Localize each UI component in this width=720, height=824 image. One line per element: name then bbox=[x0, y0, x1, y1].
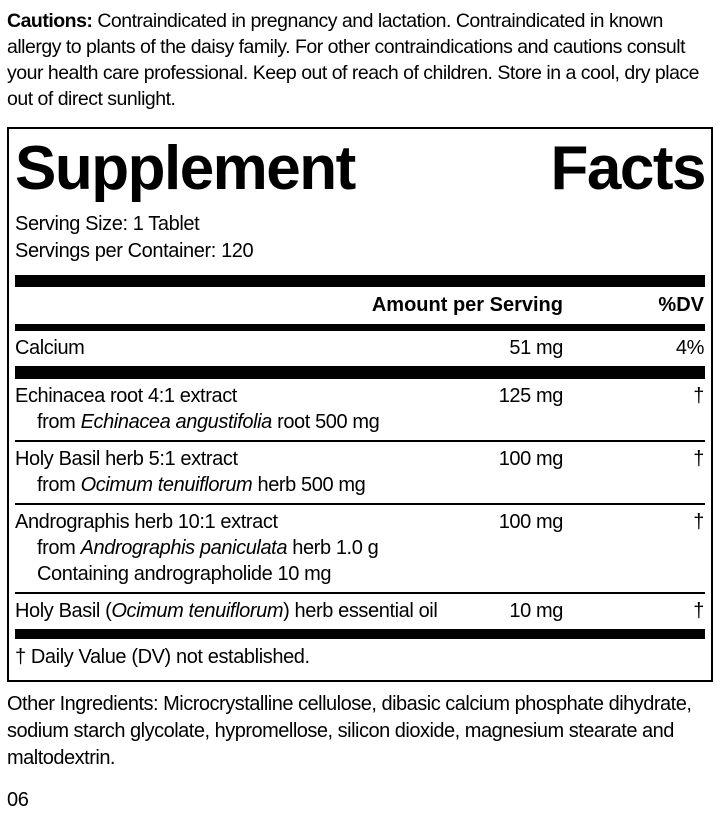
cautions-label: Cautions: bbox=[7, 10, 93, 32]
ingredient-amount: 100 mg bbox=[498, 448, 564, 470]
ingredient-subline: from Echinacea angustifolia root 500 mg bbox=[37, 411, 380, 433]
ingredient-amount: 100 mg bbox=[498, 511, 564, 533]
amount-per-serving-header: Amount per Serving bbox=[371, 294, 563, 316]
divider-bar-under-header bbox=[15, 324, 705, 331]
ingredient-dv: † bbox=[693, 385, 704, 407]
ingredient-amount: 51 mg bbox=[509, 337, 563, 359]
footer-code: 06 bbox=[7, 789, 29, 811]
table-row: Calcium 51 mg 4% bbox=[15, 331, 705, 366]
servings-per-container: Servings per Container: 120 bbox=[15, 240, 254, 262]
ingredient-name: Echinacea root 4:1 extract bbox=[15, 385, 237, 407]
table-row: Echinacea root 4:1 extract 125 mg † from… bbox=[15, 379, 705, 440]
cautions-text: Contraindicated in pregnancy and lactati… bbox=[7, 10, 700, 110]
ingredient-name: Andrographis herb 10:1 extract bbox=[15, 511, 278, 533]
panel-title: Supplement Facts bbox=[15, 134, 707, 203]
other-ingredients: Other Ingredients: Microcrystalline cell… bbox=[7, 693, 692, 769]
table-row: Holy Basil herb 5:1 extract 100 mg † fro… bbox=[15, 440, 705, 503]
supplement-facts-panel: Supplement Facts Serving Size: 1 Tablet … bbox=[7, 127, 713, 682]
ingredient-subline: from Andrographis paniculata herb 1.0 g bbox=[37, 537, 379, 559]
calcium-row-slot: Calcium 51 mg 4% bbox=[15, 331, 705, 366]
ingredient-name: Calcium bbox=[15, 337, 85, 359]
ingredient-subline: Containing andrographolide 10 mg bbox=[37, 563, 332, 585]
ingredient-amount: 125 mg bbox=[498, 385, 564, 407]
ingredient-name: Holy Basil (Ocimum tenuiflorum) herb ess… bbox=[15, 600, 438, 622]
ingredient-amount: 10 mg bbox=[509, 600, 563, 622]
ingredient-dv: † bbox=[693, 600, 704, 622]
divider-bar-bottom bbox=[15, 629, 705, 639]
dv-footnote: † Daily Value (DV) not established. bbox=[15, 646, 310, 668]
ingredient-name: Holy Basil herb 5:1 extract bbox=[15, 448, 238, 470]
divider-bar-top bbox=[15, 275, 705, 287]
ingredient-dv: 4% bbox=[675, 337, 705, 359]
serving-size: Serving Size: 1 Tablet bbox=[15, 213, 200, 235]
ingredient-dv: † bbox=[693, 511, 704, 533]
cautions-paragraph: Cautions: Contraindicated in pregnancy a… bbox=[7, 8, 713, 112]
herb-rows: Echinacea root 4:1 extract 125 mg † from… bbox=[15, 379, 705, 629]
ingredient-subline: from Ocimum tenuiflorum herb 500 mg bbox=[37, 474, 366, 496]
table-header-row: Amount per Serving %DV bbox=[15, 287, 705, 324]
ingredient-dv: † bbox=[693, 448, 704, 470]
table-row: Holy Basil (Ocimum tenuiflorum) herb ess… bbox=[15, 592, 705, 629]
table-row: Andrographis herb 10:1 extract 100 mg † … bbox=[15, 503, 705, 592]
dv-header: %DV bbox=[658, 294, 704, 316]
divider-bar-under-calcium bbox=[15, 366, 705, 379]
